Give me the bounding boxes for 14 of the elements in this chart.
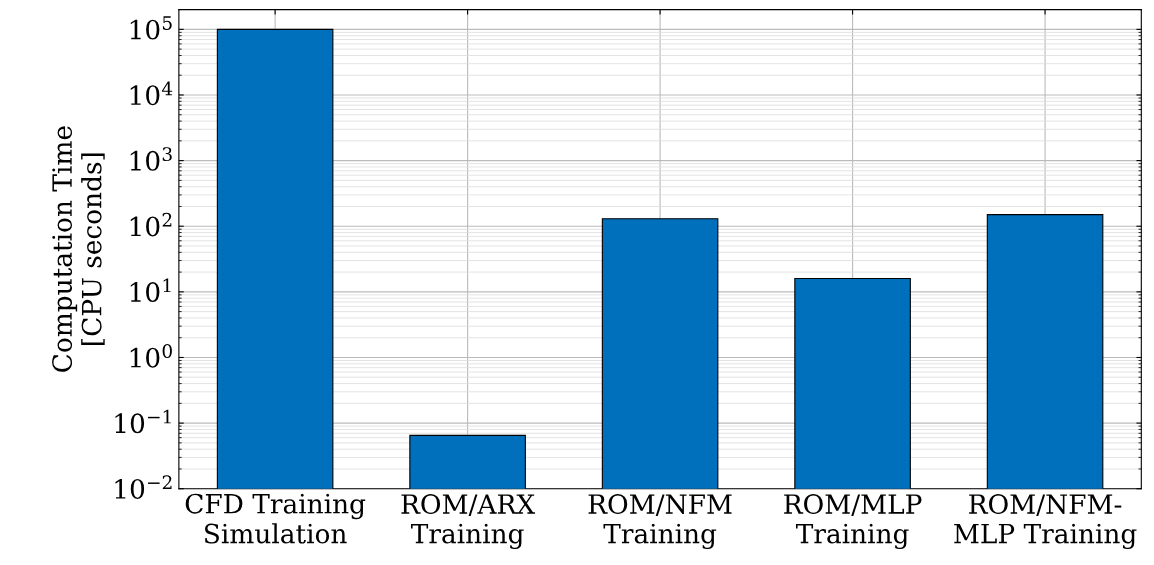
y-tick-label: 10$^{−1}$ (115, 409, 171, 434)
y-tick-label: 10$^{1}$ (130, 278, 171, 303)
x-tick-label: ROM/ARX Training (401, 494, 536, 550)
y-tick-label: 10$^{2}$ (130, 212, 172, 237)
x-tick-label: ROM/NFM- MLP Training (954, 494, 1137, 550)
y-tick-label: 10$^{−2}$ (115, 475, 172, 499)
y-tick-label: 10$^{4}$ (130, 81, 173, 106)
y-axis-title: Computation Time [CPU seconds] (52, 126, 105, 372)
x-tick-label: CFD Training Simulation (185, 493, 366, 544)
x-tick-label: ROM/MLP Training (784, 494, 922, 550)
y-tick-label: 10$^{3}$ (130, 147, 172, 171)
y-tick-label: 10$^{0}$ (130, 344, 172, 368)
y-tick-label: 10$^{5}$ (130, 16, 172, 40)
x-tick-label: ROM/NFM Training (588, 494, 732, 550)
